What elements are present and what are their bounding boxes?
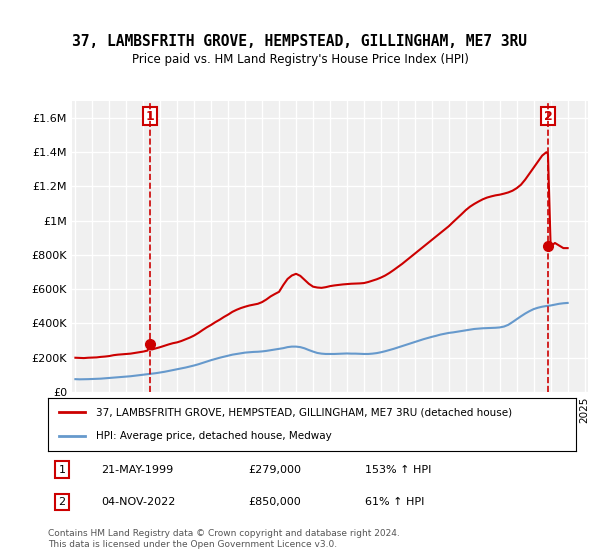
Text: £850,000: £850,000 xyxy=(248,497,301,507)
Text: Contains HM Land Registry data © Crown copyright and database right 2024.
This d: Contains HM Land Registry data © Crown c… xyxy=(48,529,400,549)
Text: £279,000: £279,000 xyxy=(248,465,302,475)
Text: 2: 2 xyxy=(544,110,553,123)
Text: HPI: Average price, detached house, Medway: HPI: Average price, detached house, Medw… xyxy=(95,431,331,441)
Text: 1: 1 xyxy=(146,110,154,123)
Text: 21-MAY-1999: 21-MAY-1999 xyxy=(101,465,173,475)
Text: 153% ↑ HPI: 153% ↑ HPI xyxy=(365,465,431,475)
Text: 2: 2 xyxy=(59,497,65,507)
Text: 37, LAMBSFRITH GROVE, HEMPSTEAD, GILLINGHAM, ME7 3RU: 37, LAMBSFRITH GROVE, HEMPSTEAD, GILLING… xyxy=(73,34,527,49)
Text: 04-NOV-2022: 04-NOV-2022 xyxy=(101,497,175,507)
Text: 1: 1 xyxy=(59,465,65,475)
Text: 61% ↑ HPI: 61% ↑ HPI xyxy=(365,497,424,507)
Text: Price paid vs. HM Land Registry's House Price Index (HPI): Price paid vs. HM Land Registry's House … xyxy=(131,53,469,66)
Text: 37, LAMBSFRITH GROVE, HEMPSTEAD, GILLINGHAM, ME7 3RU (detached house): 37, LAMBSFRITH GROVE, HEMPSTEAD, GILLING… xyxy=(95,408,512,418)
